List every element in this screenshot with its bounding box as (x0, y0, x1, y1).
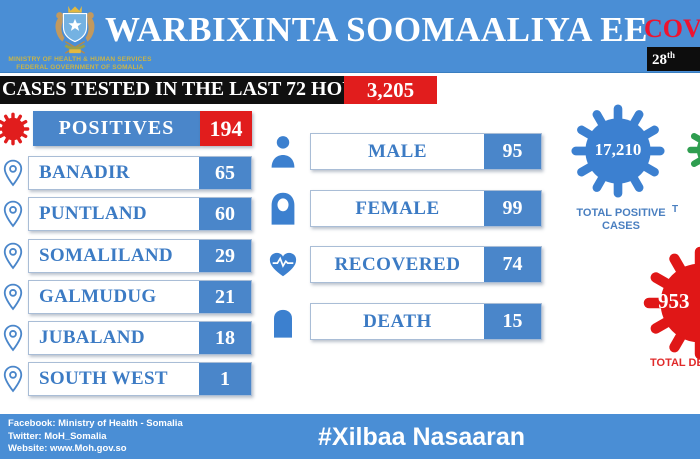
date-day: 28 (652, 52, 667, 68)
region-name: GALMUDUG (39, 286, 157, 307)
total-deaths-virus-icon (643, 246, 700, 360)
demo-label: MALE (368, 140, 427, 162)
demo-value: 15 (484, 304, 541, 339)
demo-value: 95 (484, 134, 541, 169)
ministry-caption: MINISTRY OF HEALTH & HUMAN SERVICES FEDE… (0, 56, 160, 71)
demo-label: DEATH (363, 310, 432, 332)
social-links-block: Facebook: Ministry of Health - Somalia T… (8, 418, 183, 456)
cases-tested-label: CASES TESTED IN THE LAST 72 HOURS: (2, 78, 389, 100)
covid-title-fragment: COV (644, 14, 700, 43)
page-title: WARBIXINTA SOOMAALIYA EE (105, 10, 648, 49)
facebook-line: Facebook: Ministry of Health - Somalia (8, 418, 183, 429)
twitter-line: Twitter: MoH_Somalia (8, 430, 107, 442)
ministry-line2: FEDERAL GOVERNMENT OF SOMALIA (16, 63, 144, 71)
location-pin-icon (3, 365, 23, 393)
website-line: Website: www.Moh.gov.so (8, 443, 127, 454)
location-pin-icon (3, 242, 23, 270)
location-pin-icon (3, 324, 23, 352)
female-icon (271, 192, 295, 225)
ministry-line1: MINISTRY OF HEALTH & HUMAN SERVICES (8, 56, 152, 63)
demo-value: 74 (484, 247, 541, 282)
location-pin-icon (3, 200, 23, 228)
footer-bar: Facebook: Ministry of Health - Somalia T… (0, 414, 700, 459)
region-name: SOUTH WEST (39, 368, 168, 389)
demo-label: RECOVERED (334, 253, 461, 275)
cases-tested-banner: CASES TESTED IN THE LAST 72 HOURS: 3,205 (0, 76, 437, 104)
cases-tested-value: 3,205 (344, 76, 437, 104)
header-bar: MINISTRY OF HEALTH & HUMAN SERVICES FEDE… (0, 0, 700, 73)
somalia-coat-of-arms-logo (55, 5, 95, 54)
region-value: 65 (199, 157, 251, 189)
tombstone-icon (274, 309, 292, 338)
region-value: 18 (199, 322, 251, 354)
total-deaths-value: 953 (658, 289, 690, 313)
demo-value: 99 (484, 191, 541, 226)
region-name: JUBALAND (39, 327, 145, 348)
positives-value: 194 (200, 111, 252, 146)
total-recovered-virus-icon (687, 133, 700, 167)
total-deaths-label-fragment: TOTAL DE (650, 357, 700, 369)
region-name: SOMALILAND (39, 245, 173, 266)
demo-label: FEMALE (355, 197, 440, 219)
report-date-badge: 28th (647, 47, 700, 71)
region-value: 29 (199, 240, 251, 272)
total-positive-virus-icon (571, 104, 665, 198)
male-icon (271, 136, 295, 168)
region-value: 1 (199, 363, 251, 395)
region-value: 21 (199, 281, 251, 313)
region-value: 60 (199, 198, 251, 230)
region-name: BANADIR (39, 162, 130, 183)
total-recovered-label-fragment: T (672, 204, 679, 215)
campaign-hashtag: #Xilbaa Nasaaran (318, 423, 526, 451)
total-positive-label: TOTAL POSITIVE CASES (563, 207, 679, 233)
virus-icon (0, 112, 30, 146)
heart-pulse-icon (269, 252, 297, 277)
region-name: PUNTLAND (39, 203, 147, 224)
date-suffix: th (667, 50, 676, 60)
location-pin-icon (3, 283, 23, 311)
total-positive-label-line1: TOTAL POSITIVE (576, 207, 666, 219)
total-positive-label-line2: CASES (602, 220, 640, 232)
location-pin-icon (3, 159, 23, 187)
positives-label: POSITIVES (33, 111, 200, 146)
total-positive-value: 17,210 (594, 140, 642, 159)
